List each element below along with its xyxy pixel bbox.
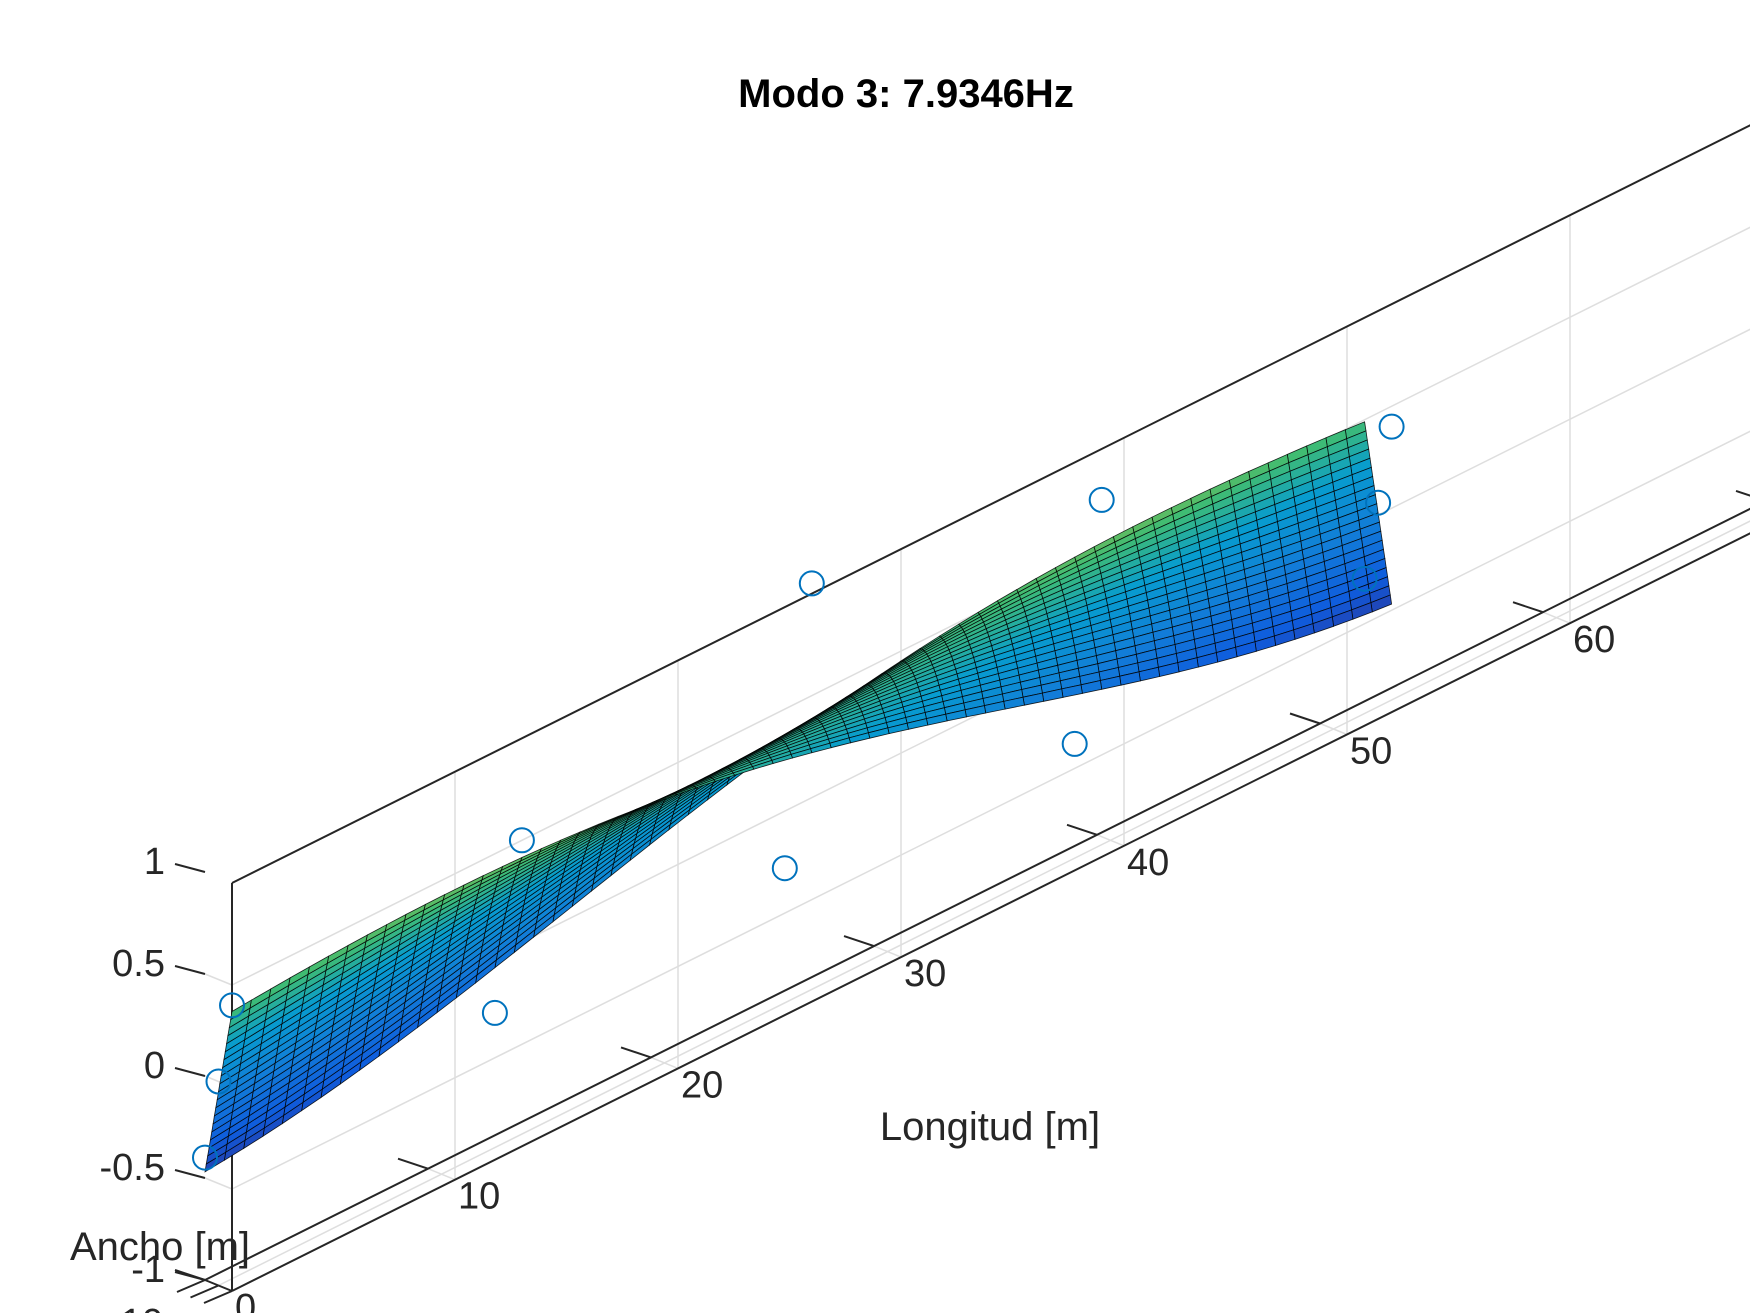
y-tick-mark bbox=[176, 1279, 206, 1293]
z-tick-label: -0.5 bbox=[100, 1147, 165, 1189]
axes-box-edge bbox=[204, 507, 1750, 1281]
node-marker bbox=[1061, 730, 1088, 757]
node-markers bbox=[192, 413, 1405, 1171]
y-tick-label: 5 bbox=[155, 1308, 176, 1313]
y-tick-mark bbox=[190, 1284, 219, 1299]
node-marker bbox=[771, 855, 798, 882]
x-tick-label: 40 bbox=[1127, 842, 1169, 884]
node-marker bbox=[1351, 565, 1378, 592]
z-tick-label: 0.5 bbox=[112, 943, 165, 985]
node-marker bbox=[1378, 413, 1405, 440]
axes-box-edge bbox=[231, 124, 1750, 884]
x-tick-mark bbox=[397, 1157, 429, 1170]
y-tick-mark bbox=[203, 1290, 233, 1304]
z-tick-mark bbox=[174, 1271, 206, 1281]
node-marker bbox=[481, 999, 508, 1026]
back-gridline-z bbox=[231, 430, 1750, 1190]
node-marker bbox=[192, 1144, 218, 1171]
x-tick-mark bbox=[1735, 489, 1750, 497]
x-tick-label: 30 bbox=[904, 953, 946, 995]
x-tick-label: 60 bbox=[1573, 619, 1615, 661]
x-tick-mark bbox=[843, 935, 875, 948]
axis-ticks: 0102030405060700510-1-0.500.51 bbox=[100, 489, 1750, 1313]
x-tick-mark bbox=[1512, 601, 1544, 614]
node-marker bbox=[508, 827, 535, 854]
z-tick-label: 1 bbox=[144, 841, 165, 883]
back-gridline-z bbox=[231, 226, 1750, 986]
z-tick-mark bbox=[174, 863, 206, 873]
axes-box-edge bbox=[231, 532, 1750, 1292]
left-gridline-z bbox=[204, 973, 233, 986]
node-marker bbox=[1088, 486, 1115, 513]
x-tick-mark bbox=[620, 1046, 652, 1059]
x-tick-label: 0 bbox=[235, 1287, 256, 1313]
left-gridline-z bbox=[204, 1177, 233, 1190]
z-tick-mark bbox=[174, 1067, 206, 1077]
x-tick-mark bbox=[1289, 712, 1321, 725]
z-tick-mark bbox=[174, 965, 206, 975]
y-axis-label: Ancho [m] bbox=[70, 1225, 250, 1269]
z-tick-label: -1 bbox=[131, 1249, 165, 1291]
x-tick-mark bbox=[1066, 823, 1098, 836]
node-marker bbox=[1365, 489, 1392, 516]
chart-title: Modo 3: 7.9346Hz bbox=[738, 72, 1074, 116]
node-marker bbox=[219, 992, 245, 1019]
mode-shape-surface bbox=[204, 421, 1393, 1173]
floor-gridline-y bbox=[218, 520, 1750, 1287]
x-tick-label: 50 bbox=[1350, 731, 1392, 773]
x-tick-label: 10 bbox=[458, 1176, 500, 1218]
x-axis-label: Longitud [m] bbox=[880, 1105, 1100, 1149]
x-tick-label: 20 bbox=[681, 1064, 723, 1106]
z-tick-label: 0 bbox=[144, 1045, 165, 1087]
node-marker bbox=[798, 570, 825, 597]
z-tick-mark bbox=[174, 1169, 206, 1179]
node-marker bbox=[205, 1068, 232, 1095]
y-tick-label: 10 bbox=[121, 1302, 163, 1313]
